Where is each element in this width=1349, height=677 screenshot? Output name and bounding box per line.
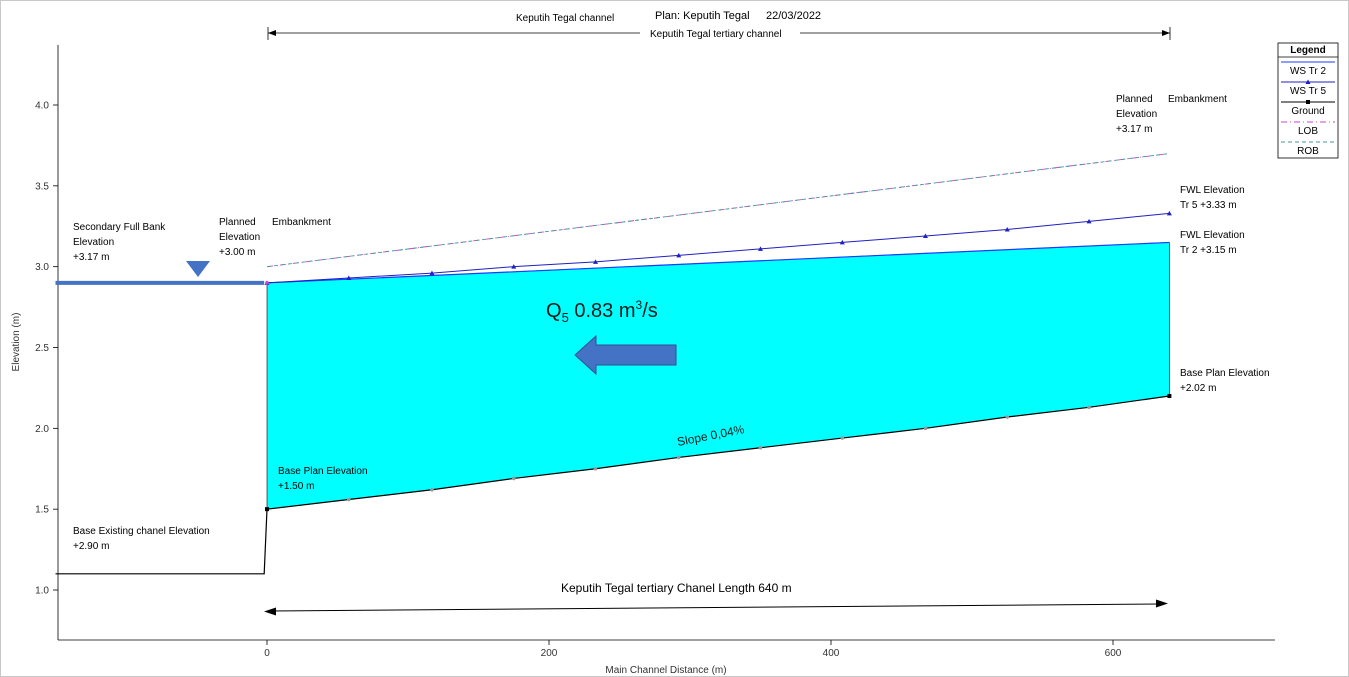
ground-point: [1005, 415, 1010, 419]
legend-item-label: WS Tr 2: [1290, 66, 1327, 77]
planned-elevation-right-label-line: Planned: [1116, 94, 1153, 105]
planned-elevation-left-label: Planned Elevation +3.00 m: [219, 217, 260, 258]
flow-direction-arrow-icon: [574, 334, 677, 376]
ground-point: [840, 436, 845, 440]
ground-start-point: [265, 507, 269, 512]
ws-start-point: [265, 281, 269, 285]
series-line-rob: [266, 153, 1170, 268]
legend-marker: [1306, 100, 1310, 104]
series-line-ground: [55, 395, 1170, 575]
y-tick-label: 1.0: [35, 586, 49, 597]
fwl-tr5-label: FWL Elevation Tr 5 +3.33 m: [1180, 185, 1245, 211]
base-plan-right-label: Base Plan Elevation +2.02 m: [1180, 368, 1270, 394]
planned-elevation-left-label-line: +3.00 m: [219, 247, 255, 258]
ws-tr5-point: [676, 252, 682, 258]
ws-tr5-point: [922, 233, 928, 238]
legend-item-label: ROB: [1297, 146, 1319, 157]
fwl-tr2-label-line: Tr 2 +3.15 m: [1180, 245, 1237, 256]
length-label: Keputih Tegal tertiary Chanel Length 640…: [561, 581, 792, 595]
ws-tr5-point: [758, 246, 763, 251]
y-tick-label: 2.0: [35, 424, 49, 435]
secondary-full-bank-label-line: Secondary Full Bank: [73, 222, 166, 233]
fwl-tr2-label: FWL Elevation Tr 2 +3.15 m: [1180, 230, 1245, 256]
ws-tr5-point: [511, 264, 517, 269]
legend: Legend WS Tr 2 WS Tr 5 Ground LOB ROB: [1277, 42, 1339, 159]
embankment-right-label: Embankment: [1168, 94, 1227, 105]
base-plan-right-label-line: +2.02 m: [1180, 383, 1216, 394]
y-axis-title: Elevation (m): [11, 313, 22, 372]
legend-items: WS Tr 2 WS Tr 5 Ground LOB ROB: [1281, 61, 1335, 157]
base-existing-label-line: +2.90 m: [73, 541, 109, 552]
base-plan-left-label: Base Plan Elevation +1.50 m: [278, 466, 368, 492]
channel-label: Keputih Tegal channel: [516, 13, 614, 24]
base-existing-label: Base Existing chanel Elevation +2.90 m: [73, 526, 210, 552]
embankment-left-label: Embankment: [272, 217, 331, 228]
water-surface-marker-icon: [186, 261, 210, 277]
ground-point: [511, 476, 516, 481]
flow-label: Q5 0.83 m3/s: [546, 298, 658, 325]
ws-tr5-point: [346, 275, 352, 280]
x-tick-label: 0: [264, 648, 270, 659]
x-tick-label: 400: [823, 648, 840, 659]
ground-point: [1087, 405, 1091, 410]
series-layer: [55, 153, 1170, 575]
ground-point: [758, 445, 763, 450]
base-existing-label-line: Base Existing chanel Elevation: [73, 526, 210, 537]
ground-point: [923, 426, 928, 431]
secondary-full-bank-label-line: Elevation: [73, 237, 114, 248]
ground-end-point: [1167, 394, 1172, 398]
legend-item-label: WS Tr 5: [1290, 86, 1327, 97]
planned-elevation-right-label-line: +3.17 m: [1116, 124, 1152, 135]
fwl-tr5-label-line: Tr 5 +3.33 m: [1180, 200, 1237, 211]
ws-tr5-point: [593, 259, 599, 264]
fwl-tr2-label-line: FWL Elevation: [1180, 230, 1245, 241]
ws-tr5-point: [1086, 218, 1092, 224]
legend-marker: [1305, 79, 1311, 84]
secondary-full-bank-label-line: +3.17 m: [73, 252, 109, 263]
ground-point: [346, 497, 351, 502]
x-tick-label: 200: [541, 648, 558, 659]
y-tick-label: 3.0: [35, 262, 49, 273]
y-tick-label: 4.0: [35, 101, 49, 112]
length-arrow: [264, 599, 1168, 616]
tertiary-label: Keputih Tegal tertiary channel: [650, 29, 782, 40]
ws-tr5-point: [429, 270, 435, 276]
ws-tr5-point: [839, 239, 845, 245]
series-line-ws-tr2: [266, 241, 1170, 284]
x-axis-title: Main Channel Distance (m): [605, 665, 726, 676]
series-line-ws-tr5: [266, 212, 1170, 284]
base-plan-left-label-line: Base Plan Elevation: [278, 466, 368, 477]
planned-elevation-left-label-line: Planned: [219, 217, 256, 228]
legend-title: Legend: [1290, 45, 1326, 56]
planned-elevation-right-label: Planned Elevation +3.17 m: [1116, 94, 1157, 135]
legend-item-label: Ground: [1291, 106, 1324, 117]
ground-point: [593, 466, 598, 471]
y-tick-label: 3.5: [35, 181, 49, 192]
x-tick-label: 600: [1105, 648, 1122, 659]
ground-point: [676, 455, 681, 460]
ws-tr5-point: [1166, 210, 1172, 216]
secondary-full-bank-label: Secondary Full Bank Elevation +3.17 m: [73, 222, 166, 263]
plan-label: Plan: Keputih Tegal: [655, 10, 750, 22]
base-plan-right-label-line: Base Plan Elevation: [1180, 368, 1270, 379]
fwl-tr5-label-line: FWL Elevation: [1180, 185, 1245, 196]
axes: [57, 45, 1275, 641]
plan-date: 22/03/2022: [766, 10, 821, 22]
base-plan-left-label-line: +1.50 m: [278, 481, 314, 492]
legend-item-label: LOB: [1298, 126, 1318, 137]
planned-elevation-right-label-line: Elevation: [1116, 109, 1157, 120]
y-tick-label: 2.5: [35, 343, 49, 354]
y-tick-label: 1.5: [35, 505, 49, 516]
ws-tr5-point: [1004, 226, 1010, 232]
ground-point: [430, 487, 434, 492]
planned-elevation-left-label-line: Elevation: [219, 232, 260, 243]
ticks: 0 200 400 600 1.0 1.5 2.0 2.5 3.0 3.5 4.0: [35, 101, 1122, 660]
markers-layer: [264, 210, 1172, 512]
annotations: Secondary Full Bank Elevation +3.17 mPlann…: [73, 94, 1270, 552]
tertiary-span-arrow: [267, 27, 1171, 40]
